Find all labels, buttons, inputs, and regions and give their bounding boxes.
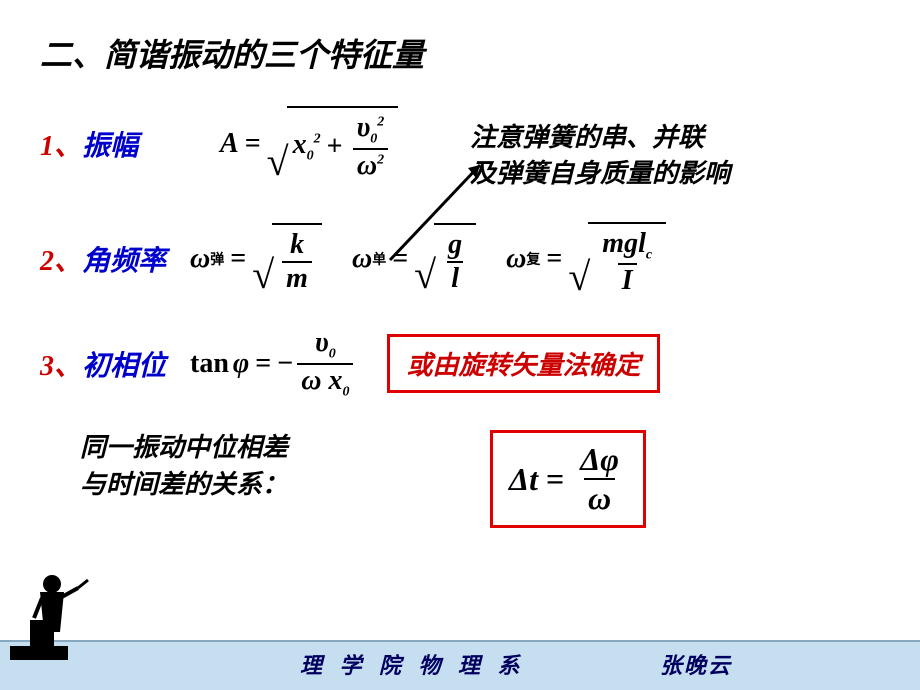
num-2: 2、 [40,246,82,277]
label-amplitude: 1、振幅 [40,124,190,164]
amp-plus: + [327,131,343,163]
omega-spring: ω弹 = √ k m [190,223,322,295]
spring-note-line2: 及弹簧自身质量的影响 [470,156,730,192]
formula-amplitude: A = √ x02 + υ02 ω2 [220,106,398,182]
label-initial-phase: 3、初相位 [40,344,190,384]
rotating-vector-note: 或由旋转矢量法确定 [387,334,659,393]
amp-sqrt: √ x02 + υ02 ω2 [267,106,399,182]
sqrt-sign-icon: √ [568,257,590,297]
sqrt-sign-icon: √ [414,255,436,295]
row-initial-phase: 3、初相位 tan φ = − υ0 ω x0 或由旋转矢量法确定 [40,327,880,400]
amp-A: A [220,128,239,160]
amp-x0sq: x02 [293,129,321,165]
label-3-text: 初相位 [82,351,166,382]
label-2-text: 角频率 [82,246,166,277]
sqrt-sign-icon: √ [267,142,289,182]
slide: 二、简谐振动的三个特征量 1、振幅 A = √ x02 + υ02 ω2 注 [0,0,920,690]
phase-time-text: 同一振动中位相差 与时间差的关系： [80,430,380,503]
footer-author: 张晚云 [660,648,732,680]
spring-note: 注意弹簧的串、并联 及弹簧自身质量的影响 [470,120,730,193]
spring-note-line1: 注意弹簧的串、并联 [470,120,730,156]
omega-simple-pendulum: ω单 = √ g l [352,223,476,295]
delta-t-box: Δt = Δφ ω [490,430,646,528]
angular-freq-formulas: ω弹 = √ k m ω单 = √ g l [190,222,666,298]
section-title: 二、简谐振动的三个特征量 [40,30,880,76]
formula-tan-phi: tan φ = − υ0 ω x0 [190,327,357,400]
row-angular-freq: 2、角频率 ω弹 = √ k m ω单 = √ g l [40,222,880,298]
lecturer-icon [10,560,90,660]
sqrt-sign-icon: √ [252,255,274,295]
num-1: 1、 [40,131,82,162]
label-angular-freq: 2、角频率 [40,239,190,279]
amp-frac-top: υ02 [353,112,389,148]
amp-eq: = [245,128,261,160]
label-1-text: 振幅 [82,131,138,162]
row-phase-time: 同一振动中位相差 与时间差的关系： Δt = Δφ ω [40,430,880,528]
omega-compound-pendulum: ω复 = √ mglc I [506,222,666,298]
footer-department: 理 学 院 物 理 系 [300,648,526,680]
formula-delta-t: Δt = Δφ ω [509,441,627,517]
num-3: 3、 [40,351,82,382]
